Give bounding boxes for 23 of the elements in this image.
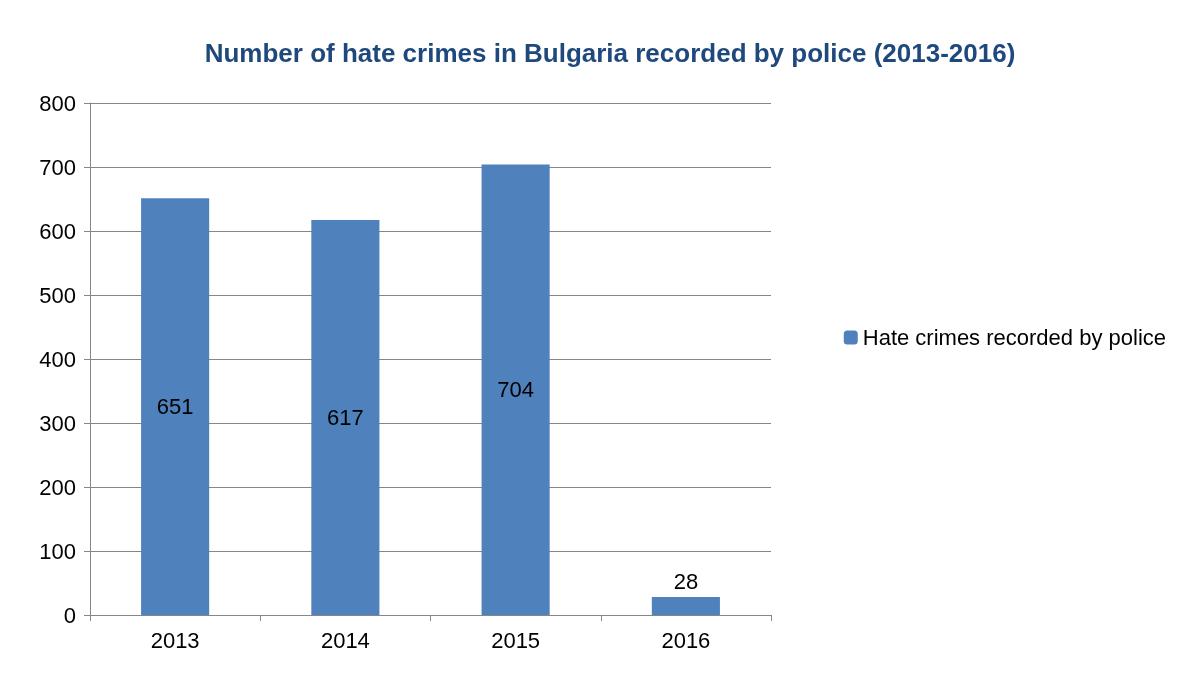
y-tick-label: 500 bbox=[39, 282, 76, 308]
bar bbox=[311, 220, 380, 615]
bar bbox=[651, 597, 720, 615]
data-label: 651 bbox=[156, 394, 194, 420]
x-tick-label: 2015 bbox=[491, 627, 541, 653]
x-tick-label: 2016 bbox=[661, 627, 711, 653]
y-tick-label: 0 bbox=[63, 602, 76, 628]
chart-title: Number of hate crimes in Bulgaria recorded by police (2013-2016) bbox=[204, 38, 1016, 68]
data-label: 704 bbox=[497, 377, 534, 403]
y-tick-label: 300 bbox=[39, 410, 76, 436]
y-tick-label: 700 bbox=[39, 154, 76, 180]
bar bbox=[141, 198, 210, 615]
y-tick-label: 200 bbox=[39, 474, 76, 500]
x-tick-label: 2013 bbox=[150, 627, 200, 653]
y-tick-label: 600 bbox=[39, 218, 76, 244]
y-tick-label: 800 bbox=[39, 90, 76, 116]
y-tick-label: 100 bbox=[39, 538, 76, 564]
bar bbox=[481, 164, 550, 615]
legend-label: Hate crimes recorded by police bbox=[862, 325, 1167, 350]
data-label: 28 bbox=[673, 568, 699, 594]
x-tick-label: 2014 bbox=[320, 627, 370, 653]
data-label: 617 bbox=[327, 405, 364, 431]
y-tick-label: 400 bbox=[39, 346, 76, 372]
